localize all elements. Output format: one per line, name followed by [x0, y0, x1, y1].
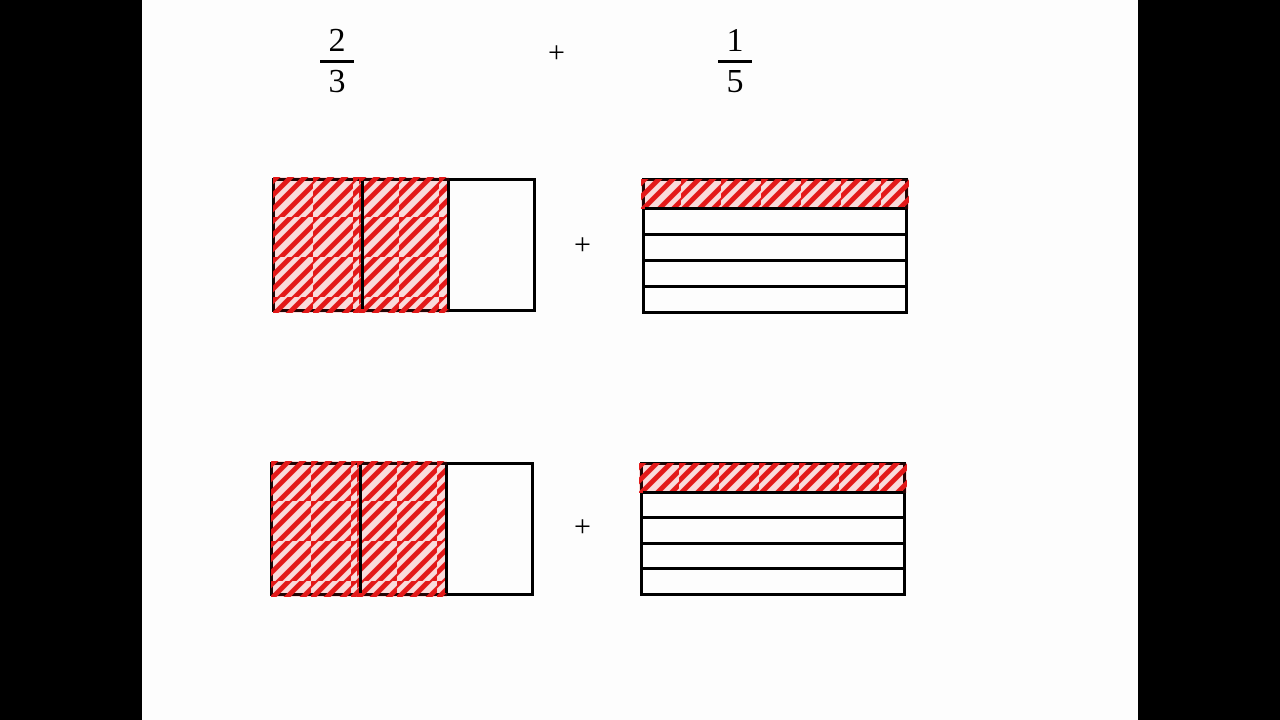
divider-line [645, 233, 905, 236]
area-model-thirds [270, 462, 534, 596]
fraction-denominator: 3 [329, 65, 346, 99]
shaded-part [357, 461, 447, 597]
area-model-thirds [272, 178, 536, 312]
divider-line [645, 207, 905, 210]
shaded-part [359, 177, 449, 313]
fraction-denominator: 5 [727, 65, 744, 99]
plus-symbol-equation: + [548, 36, 565, 70]
shaded-part [271, 461, 361, 597]
fraction-numerator: 1 [727, 24, 744, 58]
fraction-1-5: 1 5 [718, 24, 752, 99]
divider-line [645, 259, 905, 262]
divider-line [643, 567, 903, 570]
fraction-numerator: 2 [329, 24, 346, 58]
stage: 2 3 + 1 5 + + [0, 0, 1280, 720]
area-model-fifths [640, 462, 906, 596]
letterbox-right [1138, 0, 1280, 720]
whiteboard [142, 0, 1138, 720]
shaded-part [273, 177, 363, 313]
shaded-part [639, 463, 907, 493]
divider-line [645, 285, 905, 288]
divider-line [643, 491, 903, 494]
divider-line [445, 465, 448, 593]
plus-symbol-row1: + [574, 228, 591, 262]
divider-line [643, 542, 903, 545]
shaded-part [641, 179, 909, 209]
area-model-fifths [642, 178, 908, 314]
letterbox-left [0, 0, 142, 720]
divider-line [643, 516, 903, 519]
divider-line [359, 465, 362, 593]
divider-line [361, 181, 364, 309]
fraction-2-3: 2 3 [320, 24, 354, 99]
divider-line [447, 181, 450, 309]
plus-symbol-row2: + [574, 510, 591, 544]
